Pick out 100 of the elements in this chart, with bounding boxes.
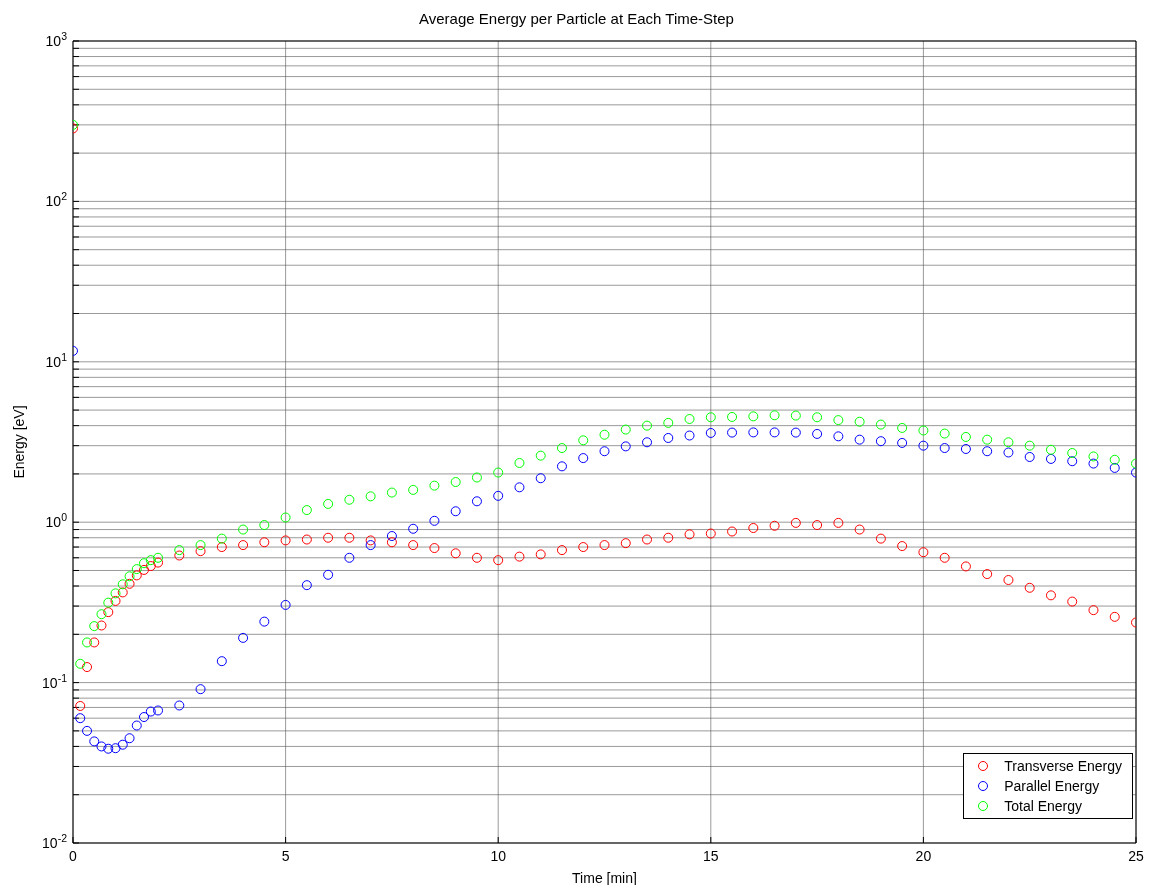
point xyxy=(769,520,780,531)
point xyxy=(450,506,461,517)
point xyxy=(727,427,738,438)
point xyxy=(96,620,107,631)
point xyxy=(1024,582,1035,593)
x-axis-title: Time [min] xyxy=(572,870,637,886)
point xyxy=(408,540,419,551)
point xyxy=(748,427,759,438)
point xyxy=(82,725,93,736)
point xyxy=(705,412,716,423)
x-tick-label: 10 xyxy=(490,848,507,864)
point xyxy=(344,494,355,505)
point xyxy=(386,487,397,498)
point xyxy=(216,656,227,667)
point xyxy=(75,713,86,724)
point xyxy=(727,411,738,422)
point xyxy=(238,524,249,535)
point xyxy=(344,532,355,543)
point xyxy=(131,570,142,581)
point xyxy=(117,579,128,590)
point xyxy=(471,496,482,507)
x-tick-label: 25 xyxy=(1128,848,1144,864)
y-tick-label: 10$^{-1}$ xyxy=(42,671,68,691)
point xyxy=(301,580,312,591)
point xyxy=(195,684,206,695)
point xyxy=(1003,437,1014,448)
point xyxy=(408,523,419,534)
y-tick-label: 10$^{0}$ xyxy=(45,511,68,531)
point xyxy=(238,632,249,643)
point xyxy=(599,540,610,551)
point xyxy=(450,477,461,488)
point xyxy=(535,450,546,461)
point xyxy=(705,427,716,438)
point xyxy=(642,420,653,431)
legend-label: Transverse Energy xyxy=(1004,758,1122,774)
legend-label: Parallel Energy xyxy=(1004,778,1100,794)
point xyxy=(365,491,376,502)
point xyxy=(103,597,114,608)
point xyxy=(620,424,631,435)
point xyxy=(75,658,86,669)
point xyxy=(110,588,121,599)
point xyxy=(195,540,206,551)
point xyxy=(1088,605,1099,616)
point xyxy=(684,529,695,540)
point xyxy=(578,453,589,464)
point xyxy=(812,412,823,423)
point xyxy=(110,595,121,606)
chart-title: Average Energy per Particle at Each Time-Step xyxy=(418,9,735,29)
point xyxy=(599,429,610,440)
point xyxy=(939,552,950,563)
point xyxy=(514,457,525,468)
point xyxy=(1003,447,1014,458)
point xyxy=(535,473,546,484)
point xyxy=(153,557,164,568)
point xyxy=(1109,462,1120,473)
legend-label: Total Energy xyxy=(1004,798,1083,814)
point xyxy=(535,549,546,560)
point xyxy=(429,480,440,491)
point xyxy=(145,555,156,566)
point xyxy=(790,410,801,421)
point xyxy=(556,461,567,472)
point xyxy=(1109,454,1120,465)
point xyxy=(323,532,334,543)
point xyxy=(897,541,908,552)
point xyxy=(982,569,993,580)
point xyxy=(280,599,291,610)
point xyxy=(833,415,844,426)
point xyxy=(471,472,482,483)
point xyxy=(493,490,504,501)
point xyxy=(153,705,164,716)
point xyxy=(854,434,865,445)
point xyxy=(82,662,93,673)
point xyxy=(429,515,440,526)
point xyxy=(493,467,504,478)
point xyxy=(280,535,291,546)
point xyxy=(408,484,419,495)
point xyxy=(365,540,376,551)
point xyxy=(960,444,971,454)
point xyxy=(684,413,695,424)
point xyxy=(323,569,334,580)
point xyxy=(833,517,844,528)
point xyxy=(145,706,156,717)
point xyxy=(131,720,142,731)
point xyxy=(854,524,865,535)
point xyxy=(812,428,823,439)
point xyxy=(854,416,865,427)
point xyxy=(153,552,164,563)
point xyxy=(493,555,504,566)
point xyxy=(1045,444,1056,455)
point xyxy=(131,564,142,575)
point xyxy=(790,517,801,528)
y-tick-label: 10$^{2}$ xyxy=(45,190,68,210)
point xyxy=(812,520,823,531)
point xyxy=(705,528,716,539)
point xyxy=(216,533,227,544)
point xyxy=(139,712,150,723)
point xyxy=(386,537,397,548)
point xyxy=(769,427,780,438)
point xyxy=(174,700,185,711)
point xyxy=(620,538,631,549)
